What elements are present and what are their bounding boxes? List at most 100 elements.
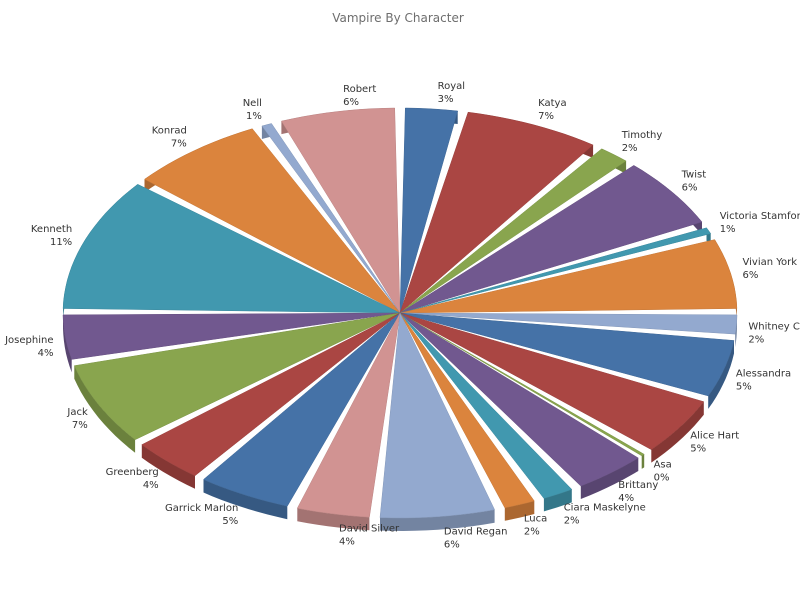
- slice-alice-hart: [399, 312, 705, 463]
- slice-percent: 2%: [748, 334, 764, 345]
- slice-timothy: [399, 148, 627, 314]
- slice-label: David Regan: [444, 527, 508, 538]
- slice-luca: [399, 312, 535, 521]
- slice-greenberg: [141, 312, 401, 489]
- slice-side: [203, 479, 288, 520]
- slice-percent: 5%: [222, 516, 238, 527]
- slice-brittany: [399, 312, 639, 499]
- slice-label: Alessandra: [736, 369, 791, 380]
- labels-layer: Royal 3% Katya 7% Timothy 2% Twist 6% Victoria S…: [4, 81, 800, 551]
- slice-top: [399, 312, 535, 509]
- slice-side: [297, 508, 370, 531]
- slice-percent: 11%: [50, 237, 72, 248]
- slice-percent: 2%: [524, 527, 540, 538]
- slice-side: [580, 458, 639, 499]
- slices-layer: [62, 107, 738, 531]
- slice-label: Timothy: [621, 130, 663, 141]
- slice-label: Brittany: [618, 480, 658, 491]
- slice-label: Victoria Stamford: [720, 211, 800, 222]
- slice-label: Garrick Marlon: [165, 503, 238, 514]
- slice-katya: [399, 111, 594, 314]
- slice-kenneth: [62, 184, 401, 322]
- slice-percent: 4%: [618, 493, 634, 504]
- slice-top: [379, 312, 495, 519]
- slice-josephine: [62, 312, 401, 373]
- slice-jack: [73, 312, 401, 453]
- slice-nell: [261, 123, 401, 314]
- slice-top: [399, 312, 738, 335]
- slice-label: Greenberg: [106, 467, 159, 478]
- slice-percent: 4%: [143, 480, 159, 491]
- slice-label: Kenneth: [31, 224, 72, 235]
- slice-vivian-york: [399, 239, 738, 322]
- slice-top: [399, 312, 645, 457]
- slice-side: [63, 314, 72, 373]
- slice-top: [296, 312, 401, 518]
- slice-top: [399, 111, 594, 314]
- slice-percent: 6%: [444, 540, 460, 551]
- slice-percent: 7%: [538, 111, 554, 122]
- slice-label: Josephine: [4, 335, 53, 346]
- slice-side: [543, 489, 572, 512]
- slice-top: [399, 239, 738, 314]
- slice-side: [74, 365, 136, 453]
- slice-percent: 3%: [438, 94, 454, 105]
- slice-percent: 2%: [622, 143, 638, 154]
- slice-label: Ciara Maskelyne: [564, 502, 646, 513]
- slice-percent: 5%: [736, 382, 752, 393]
- slice-percent: 4%: [339, 537, 355, 548]
- slice-label: Nell: [243, 98, 262, 109]
- slice-konrad: [144, 128, 401, 314]
- slice-whitney-co: [399, 312, 738, 348]
- slice-asa: [399, 312, 645, 469]
- slice-label: Katya: [538, 98, 566, 109]
- slice-label: Jack: [66, 407, 88, 418]
- slice-twist: [399, 165, 703, 314]
- slice-garrick-marlon: [203, 312, 401, 520]
- slice-top: [399, 312, 735, 397]
- slice-top: [399, 312, 573, 499]
- slice-top: [203, 312, 401, 507]
- slice-side: [380, 509, 495, 531]
- slice-percent: 1%: [246, 111, 262, 122]
- slice-alessandra: [399, 312, 735, 409]
- slice-top: [144, 128, 401, 314]
- slice-top: [62, 184, 401, 314]
- slice-percent: 6%: [682, 183, 698, 194]
- slice-percent: 6%: [743, 270, 759, 281]
- slice-top: [399, 165, 703, 314]
- slice-top: [399, 227, 712, 314]
- slice-label: Asa: [654, 459, 672, 470]
- slice-royal: [399, 107, 459, 314]
- slice-percent: 6%: [343, 97, 359, 108]
- slice-percent: 2%: [564, 515, 580, 526]
- slice-top: [141, 312, 401, 476]
- slice-ciara-maskelyne: [399, 312, 573, 512]
- slice-label: Robert: [343, 84, 376, 95]
- slice-top: [62, 312, 401, 360]
- slice-top: [281, 107, 401, 314]
- slice-side: [735, 314, 737, 348]
- slice-label: Konrad: [152, 126, 187, 137]
- slice-top: [261, 123, 401, 314]
- slice-percent: 7%: [72, 420, 88, 431]
- slice-robert: [281, 107, 401, 314]
- slice-david-regan: [379, 312, 495, 531]
- slice-top: [399, 148, 627, 314]
- slice-side: [641, 454, 645, 469]
- slice-top: [399, 107, 459, 314]
- slice-percent: 5%: [690, 444, 706, 455]
- slice-side: [141, 444, 195, 489]
- slice-percent: 1%: [720, 224, 736, 235]
- slice-label: David Silver: [339, 524, 400, 535]
- slice-top: [399, 312, 705, 450]
- slice-label: Twist: [681, 170, 707, 181]
- slice-percent: 7%: [171, 139, 187, 150]
- slice-label: Whitney Co: [748, 321, 800, 332]
- slice-side: [708, 340, 734, 409]
- slice-percent: 4%: [38, 348, 54, 359]
- slice-label: Alice Hart: [690, 431, 739, 442]
- chart-title: Vampire By Character: [332, 11, 464, 25]
- slice-label: Vivian York: [743, 257, 798, 268]
